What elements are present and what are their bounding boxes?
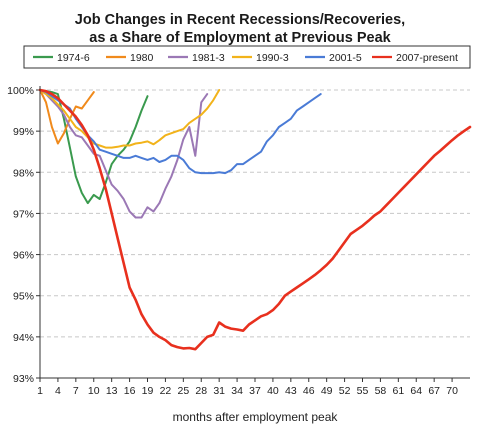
y-tick-label: 93% xyxy=(13,373,34,385)
x-tick-label: 13 xyxy=(106,385,118,397)
legend-label: 1990-3 xyxy=(256,52,289,64)
chart-title-line: as a Share of Employment at Previous Pea… xyxy=(89,30,391,46)
x-axis-ticks: 1 4 7 10 13 16 19 22 25 28 31 34 37 40 43 46 49 52 55 58 61 6… xyxy=(37,378,458,397)
x-tick-label: 46 xyxy=(303,385,315,397)
x-tick-label: 52 xyxy=(339,385,351,397)
legend-label: 1980 xyxy=(130,52,154,64)
y-tick-label: 96% xyxy=(13,250,34,262)
x-tick-label: 28 xyxy=(195,385,207,397)
x-tick-label: 25 xyxy=(177,385,189,397)
x-tick-label: 55 xyxy=(357,385,369,397)
x-tick-label: 64 xyxy=(410,385,422,397)
x-tick-label: 61 xyxy=(392,385,404,397)
y-tick-label: 100% xyxy=(7,85,34,97)
x-tick-label: 70 xyxy=(446,385,458,397)
y-tick-label: 95% xyxy=(13,291,34,303)
legend-label: 1981-3 xyxy=(192,52,225,64)
y-tick-label: 97% xyxy=(13,208,34,220)
x-axis-label: months after employment peak xyxy=(173,410,339,424)
x-tick-label: 37 xyxy=(249,385,261,397)
series-line-2007-present xyxy=(38,88,472,351)
series-lines xyxy=(38,88,472,351)
x-tick-label: 22 xyxy=(160,385,172,397)
legend-label: 1974-6 xyxy=(57,52,90,64)
x-tick-label: 1 xyxy=(37,385,43,397)
series-line-1980 xyxy=(39,89,95,145)
x-tick-label: 49 xyxy=(321,385,333,397)
x-tick-label: 19 xyxy=(142,385,154,397)
x-tick-label: 67 xyxy=(428,385,440,397)
series-line-1974-6 xyxy=(39,89,149,205)
series-line-1981-3 xyxy=(39,89,209,219)
x-tick-label: 43 xyxy=(285,385,297,397)
legend: 1974-6 1980 1981-3 1990-3 2001-5 2007-present xyxy=(23,45,471,69)
y-tick-label: 94% xyxy=(13,332,34,344)
x-tick-label: 40 xyxy=(267,385,279,397)
legend-label: 2007-present xyxy=(396,52,458,64)
x-tick-label: 31 xyxy=(213,385,225,397)
y-tick-label: 98% xyxy=(13,167,34,179)
x-tick-label: 16 xyxy=(124,385,136,397)
gridlines xyxy=(40,89,470,338)
y-tick-label: 99% xyxy=(13,126,34,138)
x-tick-label: 34 xyxy=(231,385,243,397)
x-tick-label: 4 xyxy=(55,385,61,397)
chart-title: Job Changes in Recent Recessions/Recover… xyxy=(75,12,405,46)
y-axis-ticks: 100% 99% 98% 97% 96% 95% 94% 93% xyxy=(7,85,40,385)
axes xyxy=(39,86,470,379)
series-line-1990-3 xyxy=(39,89,221,149)
x-tick-label: 58 xyxy=(375,385,387,397)
chart-title-line: Job Changes in Recent Recessions/Recover… xyxy=(75,12,405,28)
legend-label: 2001-5 xyxy=(329,52,362,64)
x-tick-label: 10 xyxy=(88,385,100,397)
x-tick-label: 7 xyxy=(73,385,79,397)
